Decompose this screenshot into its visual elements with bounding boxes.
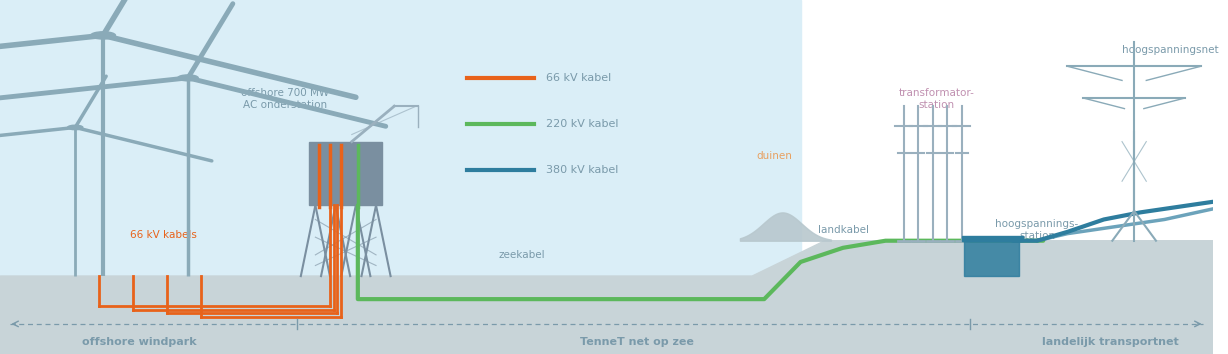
Text: hoogspanningsnet: hoogspanningsnet (1122, 45, 1219, 55)
Text: landelijk transportnet: landelijk transportnet (1041, 337, 1179, 347)
Bar (309, 142, 382, 205)
Text: TenneT net op zee: TenneT net op zee (580, 337, 694, 347)
Text: 66 kV kabel: 66 kV kabel (546, 73, 612, 83)
Polygon shape (0, 241, 1213, 354)
Text: zeekabel: zeekabel (499, 250, 545, 260)
Bar (0, 276, 1213, 354)
Text: landkabel: landkabel (818, 225, 868, 235)
Text: transformator-
station: transformator- station (899, 88, 974, 110)
Text: hoogspannings-
station: hoogspannings- station (996, 219, 1078, 241)
Text: 220 kV kabel: 220 kV kabel (546, 119, 619, 129)
Circle shape (68, 125, 82, 130)
Text: 380 kV kabel: 380 kV kabel (546, 165, 618, 175)
Bar (962, 236, 1023, 241)
Circle shape (91, 32, 115, 39)
Bar (964, 241, 1019, 276)
Circle shape (178, 75, 198, 81)
Text: duinen: duinen (756, 151, 792, 161)
Text: offshore 700 MW
AC onderstation: offshore 700 MW AC onderstation (241, 88, 329, 110)
Text: offshore windpark: offshore windpark (82, 337, 196, 347)
Bar (0, 0, 801, 276)
Text: 66 kV kabels: 66 kV kabels (130, 230, 198, 240)
